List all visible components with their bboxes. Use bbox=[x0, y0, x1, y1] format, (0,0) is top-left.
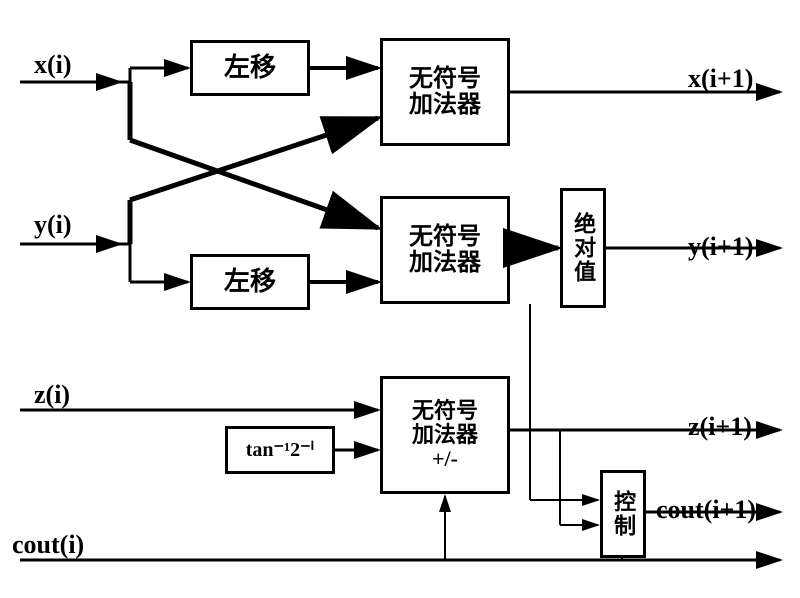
abs-block: 绝对值 bbox=[560, 188, 606, 308]
output-z-label: z(i+1) bbox=[688, 412, 752, 442]
output-cout-label: cout(i+1) bbox=[656, 495, 756, 525]
adder-mid-block: 无符号 加法器 bbox=[380, 196, 510, 304]
input-cout-label: cout(i) bbox=[12, 530, 84, 560]
input-z-label: z(i) bbox=[34, 380, 70, 410]
adder-top-block: 无符号 加法器 bbox=[380, 38, 510, 146]
shift-bottom-block: 左移 bbox=[190, 254, 310, 310]
ctrl-block: 控制 bbox=[600, 470, 646, 558]
shift-top-block: 左移 bbox=[190, 40, 310, 96]
input-y-label: y(i) bbox=[34, 210, 72, 240]
arctan-block: tan⁻¹2⁻ⁱ bbox=[225, 426, 335, 474]
input-x-label: x(i) bbox=[34, 50, 72, 80]
output-x-label: x(i+1) bbox=[688, 64, 753, 94]
adder-bot-block: 无符号 加法器 +/- bbox=[380, 376, 510, 494]
output-y-label: y(i+1) bbox=[688, 232, 753, 262]
diagram-canvas: 左移 左移 无符号 加法器 无符号 加法器 无符号 加法器 +/- 绝对值 控制… bbox=[0, 0, 800, 598]
